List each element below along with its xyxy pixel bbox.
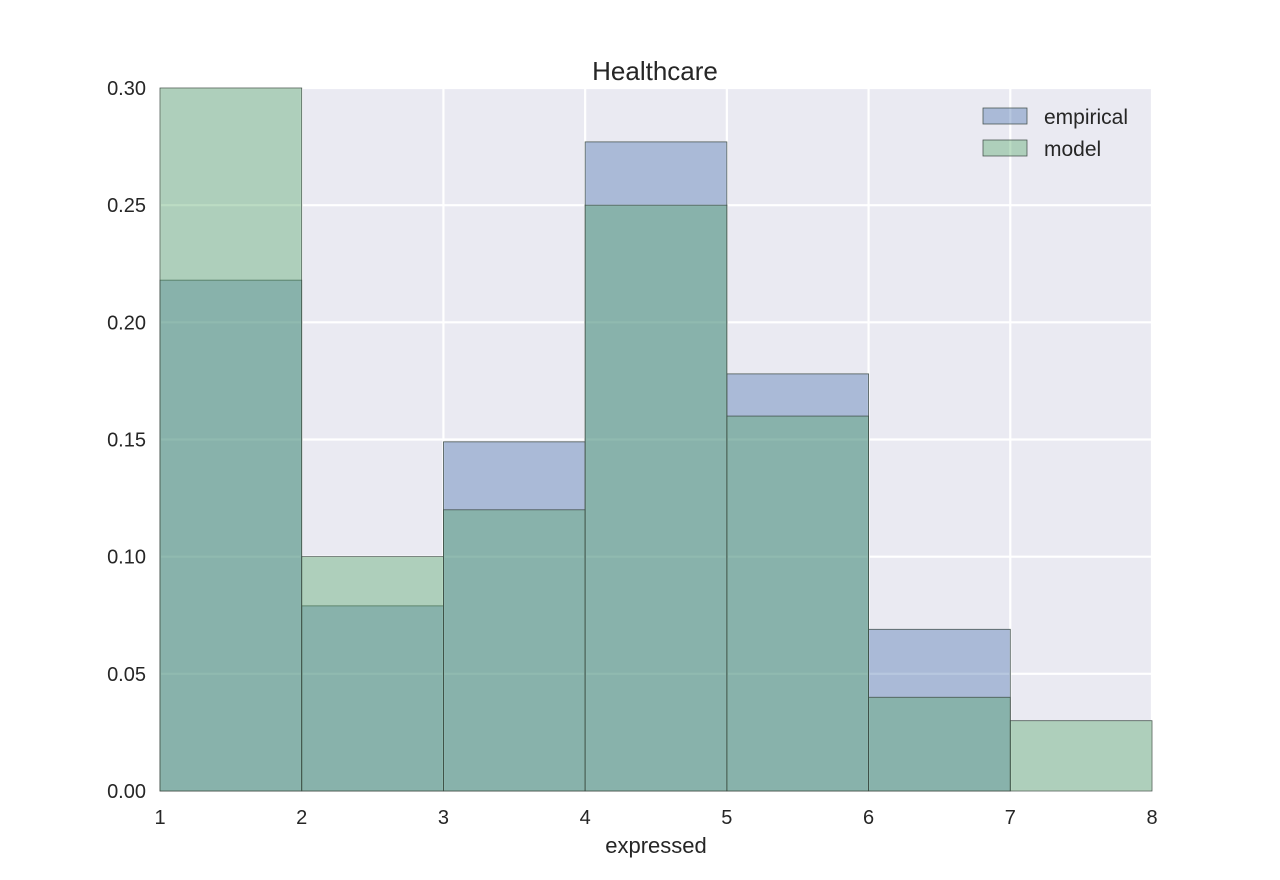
y-tick-label: 0.00 xyxy=(107,781,146,803)
x-tick-label: 4 xyxy=(580,807,591,829)
y-tick-label: 0.05 xyxy=(107,664,146,686)
y-tick-labels: 0.00 0.05 0.10 0.15 0.20 0.25 0.30 xyxy=(107,78,146,803)
chart-title: Healthcare xyxy=(592,56,718,86)
model-bar xyxy=(584,204,728,792)
model-bar xyxy=(301,556,444,792)
y-tick-label: 0.30 xyxy=(107,78,146,100)
bars xyxy=(159,87,1153,792)
model-bar xyxy=(443,509,586,792)
x-axis-label: expressed xyxy=(605,833,707,858)
x-tick-label: 3 xyxy=(438,807,449,829)
model-bar xyxy=(868,696,1011,792)
empirical-bar xyxy=(584,141,728,792)
x-tick-label: 7 xyxy=(1005,807,1016,829)
legend-label-model: model xyxy=(1044,138,1101,161)
x-tick-label: 2 xyxy=(296,807,307,829)
x-tick-label: 6 xyxy=(863,807,874,829)
x-tick-label: 1 xyxy=(154,807,165,829)
legend-label-empirical: empirical xyxy=(1044,106,1128,129)
y-tick-label: 0.10 xyxy=(107,547,146,569)
model-bar xyxy=(159,87,303,792)
model-bar xyxy=(726,415,869,792)
empirical-bar xyxy=(159,279,303,792)
x-tick-labels: 1 2 3 4 5 6 7 8 xyxy=(154,807,1157,829)
x-tick-label: 5 xyxy=(721,807,732,829)
x-tick-label: 8 xyxy=(1146,807,1157,829)
empirical-bar xyxy=(443,441,586,792)
legend-swatch-model xyxy=(982,139,1028,157)
y-tick-label: 0.15 xyxy=(107,430,146,452)
legend: empirical model xyxy=(982,106,1128,161)
legend-swatch-empirical xyxy=(982,107,1028,125)
model-bar xyxy=(1009,720,1153,792)
empirical-bar xyxy=(301,605,444,792)
y-tick-label: 0.20 xyxy=(107,312,146,334)
y-tick-label: 0.25 xyxy=(107,195,146,217)
empirical-bar xyxy=(868,628,1011,792)
